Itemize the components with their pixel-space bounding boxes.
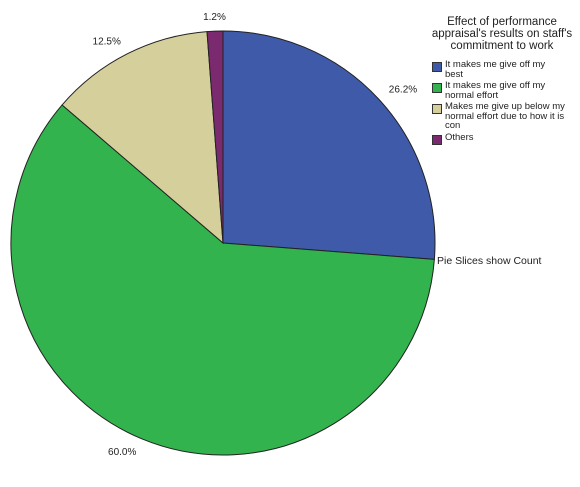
pie-note: Pie Slices show Count <box>437 255 542 267</box>
slice-label-best: 26.2% <box>389 85 417 96</box>
pie-slice-best <box>222 30 436 260</box>
legend-swatch <box>432 62 442 72</box>
slice-label-normal: 60.0% <box>108 447 136 458</box>
legend-item-normal: It makes me give off my normal effort <box>428 81 576 100</box>
legend-title: Effect of performance appraisal's result… <box>431 16 573 52</box>
legend-label: It makes me give off my normal effort <box>445 80 546 101</box>
legend-item-best: It makes me give off my best <box>428 60 576 79</box>
pie-slice-normal <box>10 104 435 456</box>
slice-label-others: 1.2% <box>203 12 226 23</box>
legend-swatch <box>432 104 442 114</box>
pie-slice-others <box>206 30 224 244</box>
legend-label: It makes me give off my best <box>445 59 546 80</box>
legend-item-below: Makes me give up below my normal effort … <box>428 102 576 131</box>
legend-label: Others <box>445 131 474 143</box>
legend-swatch <box>432 134 442 145</box>
legend-label: Makes me give up below my normal effort … <box>445 101 565 131</box>
legend-item-others: Others <box>428 131 576 145</box>
legend: Effect of performance appraisal's result… <box>428 16 576 147</box>
pie-slice-below <box>61 31 224 245</box>
slice-label-below: 12.5% <box>93 36 121 47</box>
legend-swatch <box>432 83 442 93</box>
